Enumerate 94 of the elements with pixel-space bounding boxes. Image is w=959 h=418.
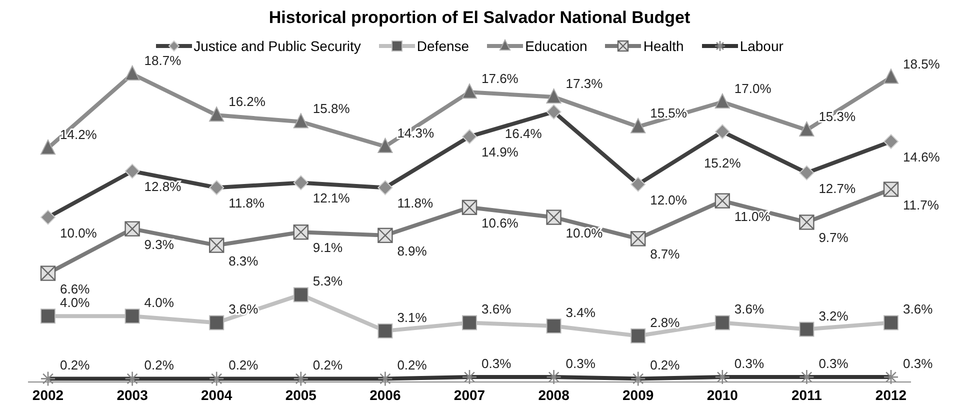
point [40, 308, 56, 324]
point [546, 318, 562, 334]
point [378, 138, 393, 153]
data-label: 0.3% [566, 356, 596, 372]
x-tick-label: 2008 [538, 386, 570, 403]
point [209, 106, 224, 122]
data-label: 9.7% [818, 230, 849, 246]
data-label: 8.9% [397, 243, 428, 258]
data-label: 15.8% [312, 100, 350, 116]
data-label: 0.3% [818, 356, 849, 372]
point [884, 315, 898, 330]
legend-label: Justice and Public Security [194, 38, 361, 54]
data-label: 10.0% [566, 225, 604, 240]
data-label: 9.3% [144, 236, 174, 252]
data-label: 15.5% [650, 106, 688, 121]
point [799, 122, 814, 136]
data-label: 11.7% [903, 197, 940, 212]
data-label: 0.2% [650, 358, 680, 373]
data-label: 2.8% [650, 314, 680, 330]
data-label: 0.2% [144, 358, 174, 373]
data-label: 18.7% [144, 53, 182, 68]
point [462, 315, 477, 330]
data-label: 11.8% [397, 196, 434, 211]
data-label: 3.6% [228, 302, 259, 317]
point [630, 118, 646, 134]
point [462, 84, 477, 99]
point [714, 315, 730, 330]
data-label: 3.6% [482, 302, 512, 317]
legend-label: Health [643, 38, 684, 54]
data-label: 9.1% [312, 240, 343, 256]
x-tick-label: 2004 [201, 386, 232, 403]
data-label: 12.7% [818, 180, 856, 196]
data-label: 15.3% [818, 109, 856, 124]
data-label: 14.2% [60, 127, 98, 142]
point [630, 328, 646, 344]
data-label: 8.7% [650, 246, 680, 262]
data-label: 0.2% [312, 358, 343, 373]
data-label: 3.6% [903, 302, 934, 317]
data-label: 3.6% [734, 302, 764, 317]
legend-label: Labour [740, 38, 784, 54]
data-label: 0.2% [228, 358, 259, 373]
point [209, 315, 224, 330]
data-label: 11.8% [228, 196, 265, 211]
point [124, 66, 140, 80]
point [884, 68, 898, 84]
data-label: 16.4% [504, 126, 542, 141]
x-tick-label: 2002 [32, 386, 64, 403]
data-label: 4.0% [60, 295, 90, 310]
x-tick-label: 2010 [706, 386, 738, 403]
point [546, 88, 562, 104]
data-label: 0.2% [397, 358, 428, 373]
x-tick-label: 2009 [622, 386, 654, 403]
data-label: 14.6% [903, 150, 940, 165]
x-tick-label: 2006 [370, 386, 401, 403]
data-label: 6.6% [60, 281, 90, 296]
x-tick-label: 2007 [454, 386, 486, 403]
legend-label: Education [525, 38, 588, 54]
chart-title: Historical proportion of El Salvador National Budget [268, 8, 692, 28]
data-label: 10.6% [482, 215, 519, 230]
point [293, 287, 308, 302]
point [799, 322, 814, 337]
data-label: 12.0% [650, 192, 688, 208]
data-label: 3.1% [397, 310, 428, 325]
legend-label: Defense [416, 38, 470, 54]
data-label: 16.2% [228, 94, 266, 110]
data-label: 10.0% [60, 225, 98, 240]
data-label: 17.6% [482, 71, 519, 86]
data-label: 0.3% [734, 356, 764, 372]
data-label: 14.3% [397, 125, 434, 140]
x-tick-label: 2005 [285, 386, 317, 403]
point [378, 323, 393, 338]
data-label: 15.2% [704, 156, 742, 171]
data-label: 3.2% [818, 308, 849, 324]
point [293, 113, 308, 128]
data-label: 0.3% [482, 356, 512, 372]
data-label: 17.3% [566, 76, 604, 92]
x-tick-label: 2012 [875, 386, 907, 403]
data-label: 5.3% [312, 274, 343, 289]
point [40, 140, 56, 155]
x-tick-label: 2003 [116, 386, 148, 403]
data-label: 12.8% [144, 179, 182, 194]
data-label: 0.2% [60, 358, 90, 373]
data-label: 4.0% [144, 295, 174, 310]
data-label: 3.4% [566, 305, 596, 320]
data-label: 14.9% [482, 144, 519, 160]
data-label: 11.0% [734, 208, 771, 224]
point [714, 94, 730, 108]
data-label: 18.5% [903, 56, 940, 72]
x-tick-label: 2011 [792, 386, 822, 403]
point [124, 308, 140, 324]
data-label: 0.3% [903, 356, 934, 372]
data-label: 8.3% [228, 253, 259, 268]
data-label: 17.0% [734, 81, 772, 96]
data-label: 12.1% [312, 190, 350, 206]
